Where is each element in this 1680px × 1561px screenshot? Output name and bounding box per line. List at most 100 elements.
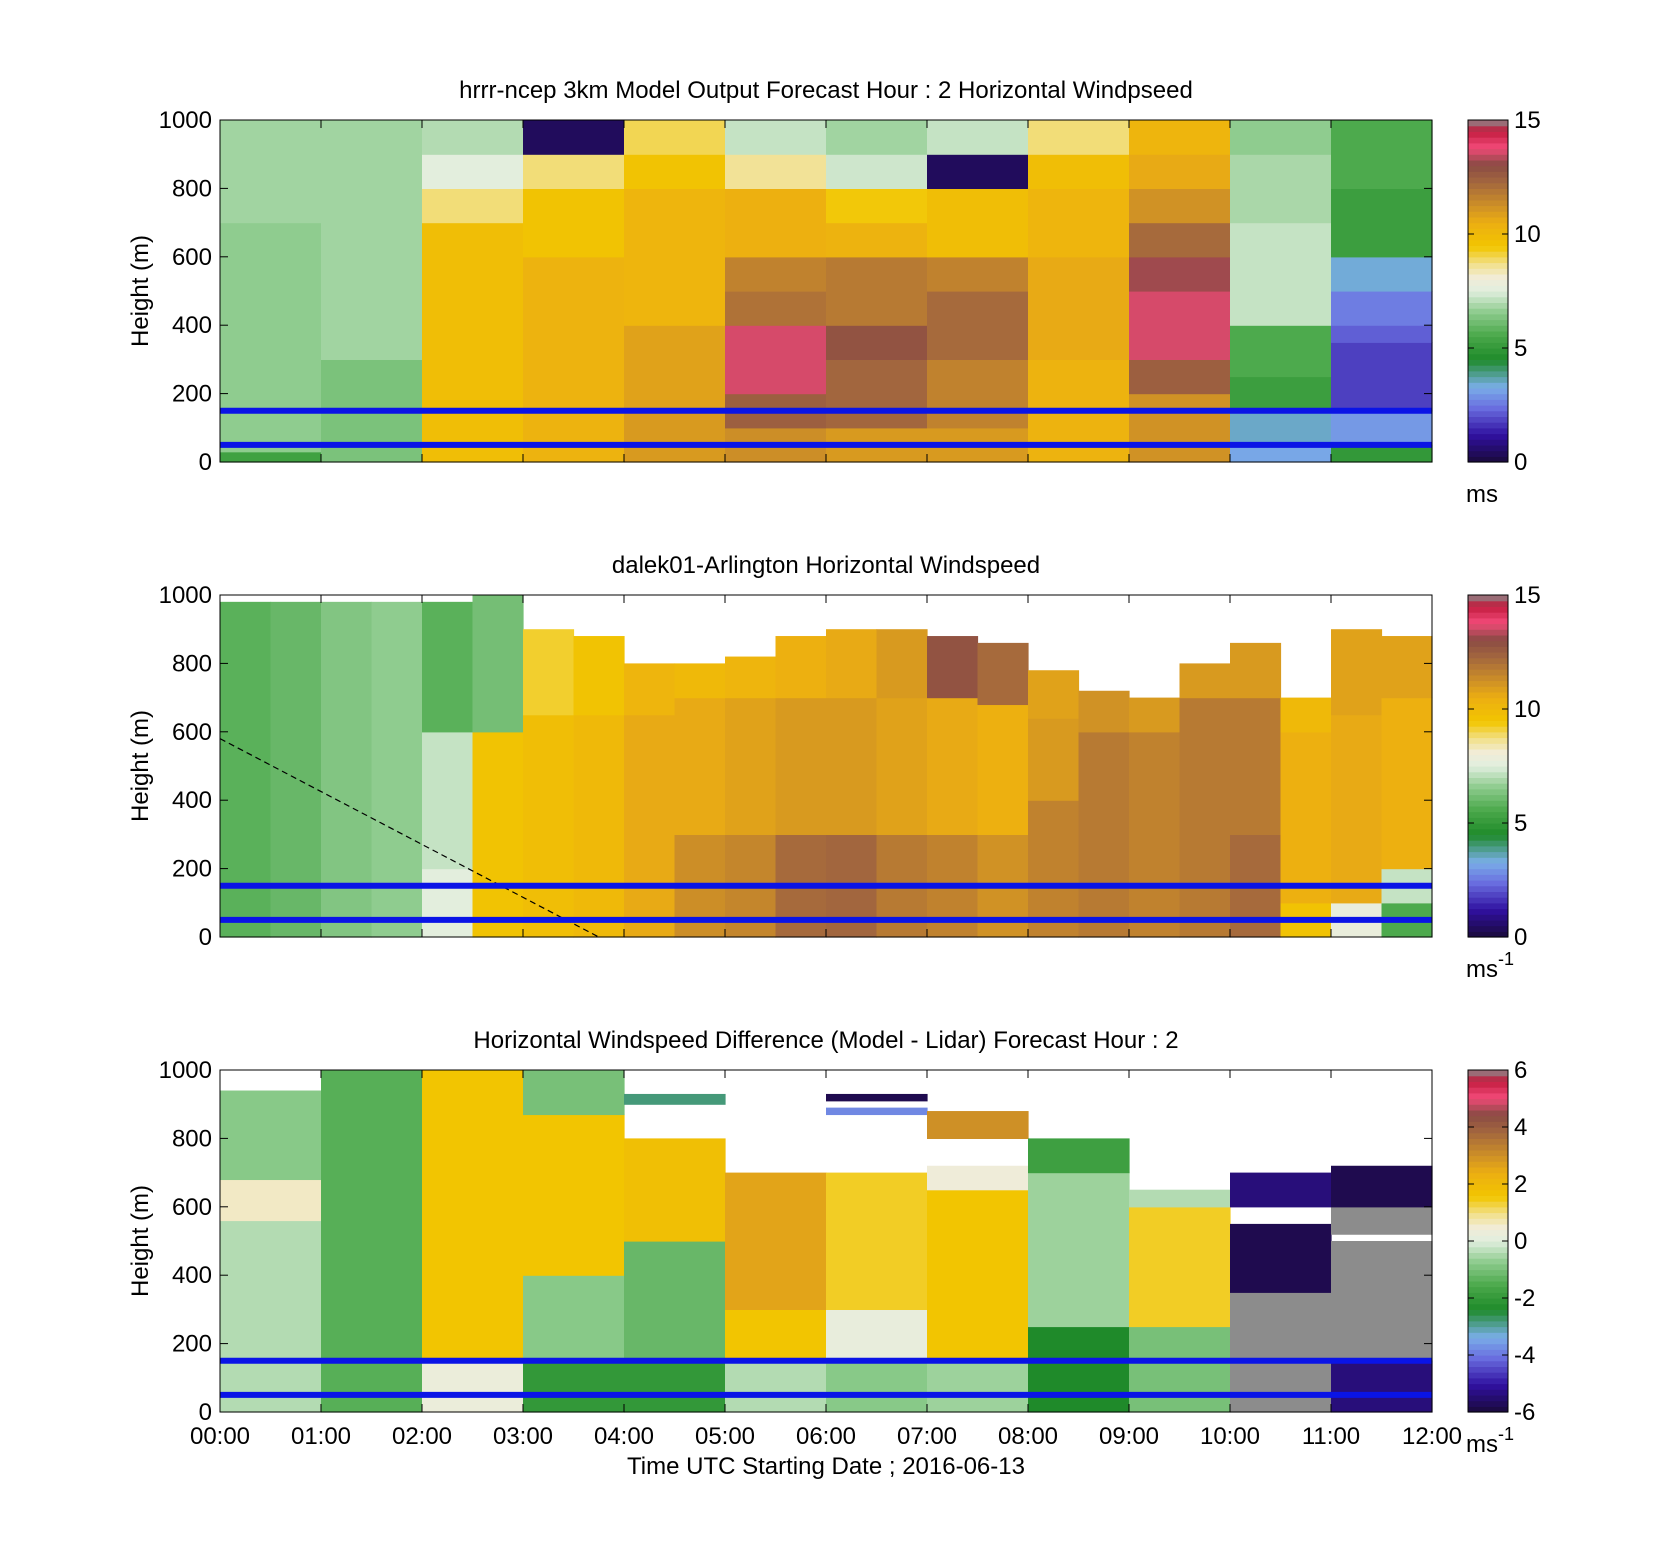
- colorbar-segment: [1468, 416, 1508, 423]
- colorbar-tick-label: 10: [1514, 696, 1541, 723]
- heatmap-cell: [1331, 1360, 1433, 1413]
- colorbar-segment: [1468, 743, 1508, 750]
- x-tick-label: 06:00: [796, 1423, 856, 1450]
- heatmap-cell: [1331, 714, 1383, 904]
- colorbar-segment: [1468, 1275, 1508, 1282]
- colorbar-segment: [1468, 1246, 1508, 1253]
- heatmap-cell: [422, 731, 474, 870]
- colorbar-segment: [1468, 1280, 1508, 1288]
- heatmap-cell: [1381, 697, 1433, 870]
- heatmap-cell: [1230, 1172, 1332, 1208]
- colorbar-segment: [1468, 1092, 1508, 1100]
- heatmap-cell: [927, 256, 1029, 292]
- heatmap-cell: [422, 120, 524, 155]
- colorbar-segment: [1468, 748, 1508, 756]
- y-tick-label: 400: [172, 1262, 212, 1289]
- colorbar-tick-label: -6: [1514, 1399, 1535, 1426]
- heatmap-cell: [1331, 120, 1433, 189]
- colorbar-segment: [1468, 370, 1508, 378]
- colorbar-segment: [1468, 1241, 1508, 1248]
- y-tick-label: 0: [199, 449, 212, 476]
- heatmap-cell: [1129, 256, 1231, 292]
- colorbar-segment: [1468, 1326, 1508, 1333]
- heatmap-cell: [725, 325, 827, 395]
- colorbar-segment: [1468, 720, 1508, 727]
- colorbar-segment: [1468, 931, 1508, 938]
- heatmap-cell: [624, 663, 676, 716]
- heatmap-cell: [1028, 670, 1080, 719]
- colorbar-segment: [1468, 925, 1508, 932]
- colorbar-segment: [1468, 359, 1508, 366]
- y-tick-label: 800: [172, 650, 212, 677]
- heatmap-cell: [422, 601, 474, 733]
- colorbar-segment: [1468, 794, 1508, 801]
- colorbar-segment: [1468, 680, 1508, 687]
- heatmap-cell: [1179, 697, 1231, 938]
- x-tick-label: 03:00: [493, 1423, 553, 1450]
- y-axis-label: Height (m): [127, 710, 154, 822]
- colorbar-segment: [1468, 1286, 1508, 1293]
- heatmap-cell: [725, 1360, 827, 1413]
- colorbar-segment: [1468, 256, 1508, 264]
- heatmap-cell: [826, 1107, 928, 1116]
- heatmap-cell: [1129, 1189, 1231, 1208]
- heatmap-cell: [1028, 718, 1080, 801]
- colorbar-segment: [1468, 177, 1508, 184]
- y-tick-label: 600: [172, 719, 212, 746]
- colorbar-segment: [1468, 154, 1508, 161]
- colorbar-segment: [1468, 811, 1508, 818]
- heatmap-cell: [1129, 291, 1231, 360]
- heatmap-cell: [523, 714, 575, 938]
- colorbar-segment: [1468, 1121, 1508, 1128]
- colorbar-segment: [1468, 634, 1508, 642]
- colorbar-segment: [1468, 1138, 1508, 1145]
- heatmap-cell: [826, 629, 878, 699]
- colorbar-segment: [1468, 1269, 1508, 1276]
- colorbar-segment: [1468, 376, 1508, 383]
- colorbar-segment: [1468, 600, 1508, 607]
- colorbar-segment: [1468, 1229, 1508, 1236]
- heatmap-cell: [371, 601, 423, 938]
- heatmap-cell: [1331, 188, 1433, 258]
- colorbar-segment: [1468, 1303, 1508, 1310]
- colorbar-unit-superscript: -1: [1498, 949, 1514, 969]
- colorbar-tick-label: 6: [1514, 1057, 1527, 1084]
- panel-title: dalek01-Arlington Horizontal Windspeed: [612, 552, 1040, 579]
- colorbar-segment: [1468, 216, 1508, 224]
- colorbar-segment: [1468, 697, 1508, 704]
- colorbar-tick-label: 0: [1514, 1228, 1527, 1255]
- heatmap-cell: [624, 188, 726, 326]
- heatmap-cell: [523, 1070, 625, 1116]
- heatmap-cell: [725, 697, 777, 835]
- heatmap-cell: [1129, 731, 1181, 938]
- heatmap-cell: [725, 256, 827, 292]
- colorbar-segment: [1468, 131, 1508, 138]
- heatmap-cell: [422, 188, 524, 224]
- heatmap-cell: [927, 188, 1029, 258]
- colorbar-segment: [1468, 1309, 1508, 1316]
- colorbar-segment: [1468, 205, 1508, 212]
- heatmap-cell: [1230, 1223, 1332, 1293]
- heatmap-cell: [523, 629, 575, 716]
- colorbar-segment: [1468, 760, 1508, 767]
- colorbar-segment: [1468, 342, 1508, 349]
- colorbar-segment: [1468, 1144, 1508, 1151]
- x-tick-label: 10:00: [1200, 1423, 1260, 1450]
- colorbar-segment: [1468, 1389, 1508, 1396]
- heatmap-cell: [1028, 1172, 1130, 1328]
- colorbar-segment: [1468, 1355, 1508, 1362]
- heatmap-cell: [321, 601, 373, 938]
- y-tick-label: 200: [172, 381, 212, 408]
- y-axis-label: Height (m): [127, 1185, 154, 1297]
- heatmap-cell: [725, 154, 827, 189]
- y-tick-label: 600: [172, 1194, 212, 1221]
- heatmap-cell: [422, 154, 524, 189]
- x-tick-label: 11:00: [1302, 1423, 1360, 1450]
- heatmap-cell: [1230, 376, 1332, 412]
- colorbar-unit-superscript: -1: [1498, 1424, 1514, 1444]
- y-tick-label: 400: [172, 787, 212, 814]
- heatmap-cell: [422, 1360, 524, 1413]
- colorbar-segment: [1468, 382, 1508, 389]
- heatmap-cell: [927, 120, 1029, 155]
- heatmap-cell: [1280, 731, 1332, 904]
